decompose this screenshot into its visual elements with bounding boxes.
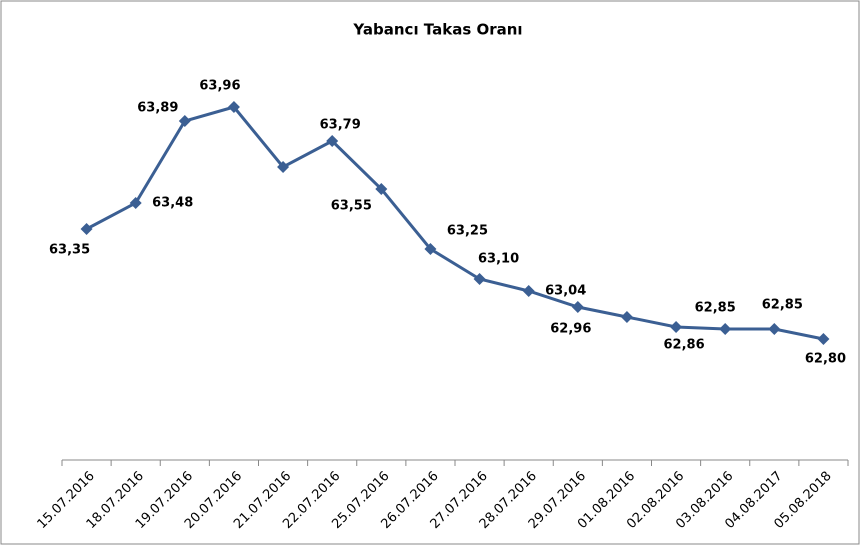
marker [522, 285, 535, 297]
marker [571, 301, 584, 313]
marker [178, 115, 191, 127]
data-label: 62,80 [805, 352, 846, 367]
marker [424, 243, 437, 255]
marker [227, 101, 240, 113]
data-label: 63,55 [331, 199, 372, 214]
line [85, 105, 824, 341]
marker [620, 311, 633, 323]
marker [375, 183, 388, 195]
data-label: 62,85 [762, 298, 803, 313]
marker [719, 323, 732, 335]
data-label: 62,96 [550, 322, 591, 337]
marker [277, 161, 290, 173]
marker [768, 323, 781, 335]
marker [670, 321, 683, 333]
marker [129, 197, 142, 209]
marker [80, 223, 93, 235]
data-label: 63,96 [199, 79, 240, 94]
data-label: 63,10 [478, 252, 519, 267]
data-label: 63,04 [545, 284, 586, 299]
marker [817, 333, 830, 345]
chart-title: Yabancı Takas Oranı [352, 21, 522, 39]
data-label: 62,85 [695, 301, 736, 316]
data-label: 63,35 [49, 243, 90, 258]
marker [473, 273, 486, 285]
data-label: 63,48 [152, 196, 193, 211]
marker [326, 135, 339, 147]
data-label: 63,79 [320, 118, 361, 133]
data-label: 63,89 [137, 101, 178, 116]
data-label: 63,25 [447, 224, 488, 239]
data-label: 62,86 [664, 338, 705, 353]
